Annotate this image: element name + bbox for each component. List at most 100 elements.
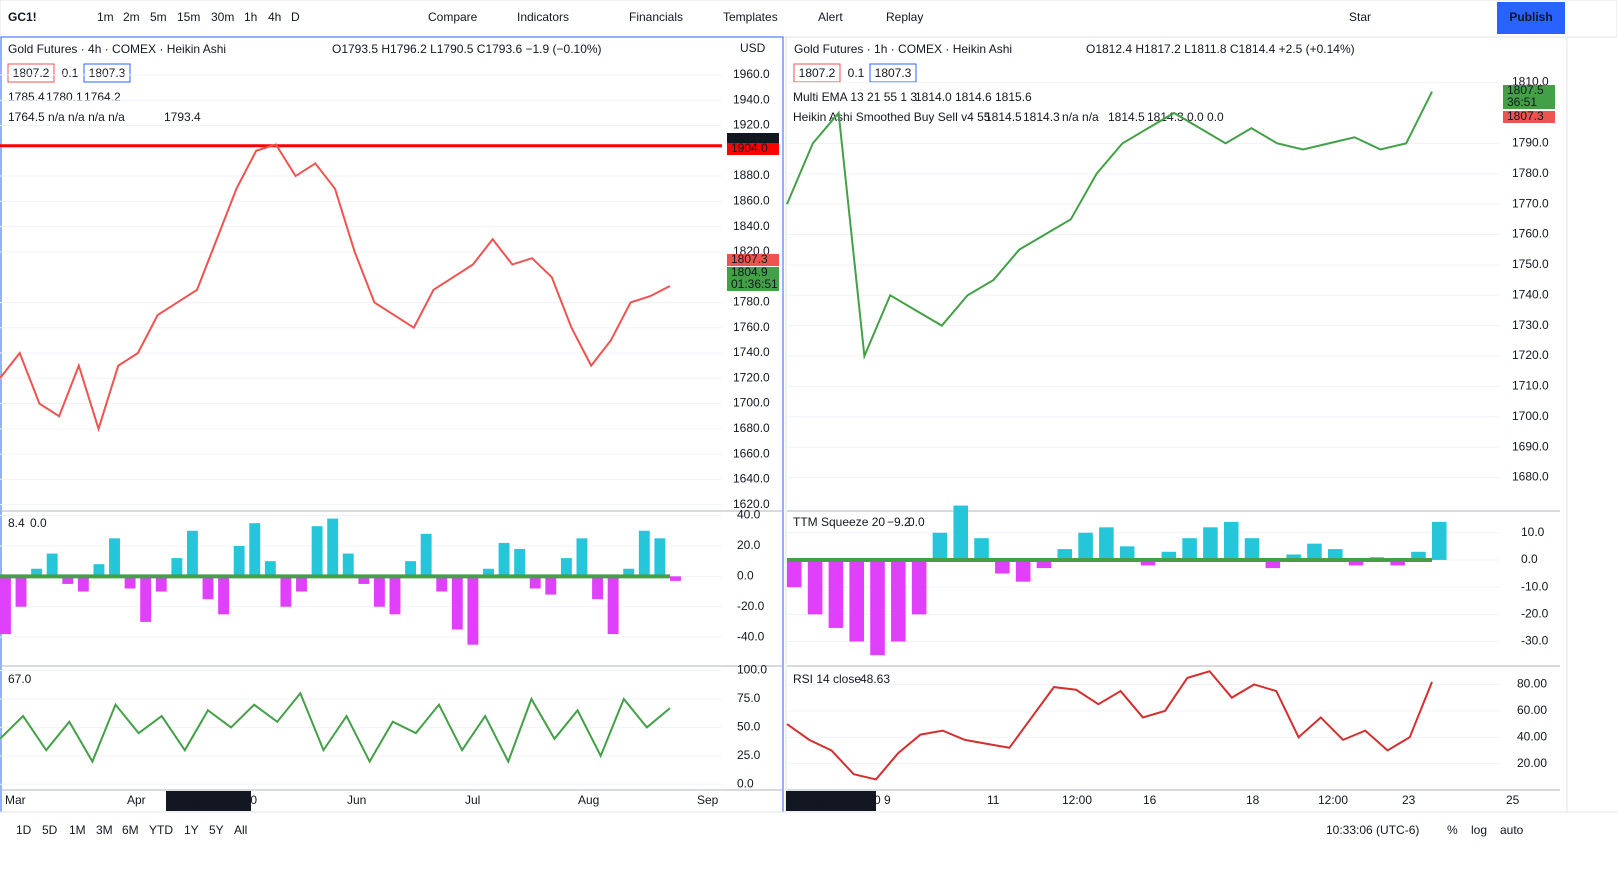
publish-label[interactable]: Publish [1509, 10, 1552, 24]
range-button[interactable]: 1D [16, 823, 32, 837]
range-button[interactable]: 1M [69, 823, 86, 837]
y-tick-label: 40.0 [737, 508, 761, 522]
toolbar-button[interactable]: Indicators [517, 10, 569, 24]
toolbar-button[interactable]: Compare [428, 10, 478, 24]
y-tick-label: 80.00 [1517, 677, 1547, 691]
toolbar-button[interactable]: Alert [818, 10, 843, 24]
price-label-bg [727, 143, 779, 155]
interval-button[interactable]: 15m [177, 10, 200, 24]
histogram-bar [358, 576, 370, 584]
range-button[interactable]: YTD [149, 823, 173, 837]
interval-button[interactable]: D [291, 10, 300, 24]
price-line [786, 91, 1433, 360]
range-button[interactable]: 5Y [209, 823, 224, 837]
ohlc: O1793.5 H1796.2 L1790.5 C1793.6 −1.9 (−0… [332, 42, 602, 56]
histogram-bar [932, 532, 948, 560]
indicator-name: Multi EMA 13 21 55 1 3 [793, 90, 917, 104]
histogram-bar [155, 576, 167, 592]
histogram-bar [1015, 559, 1031, 582]
star-button[interactable]: Star [1349, 10, 1371, 24]
y-tick-label: -10.0 [1521, 579, 1549, 593]
histogram-bar [296, 576, 307, 592]
y-tick-label: 100.0 [737, 663, 767, 677]
y-tick-label: 1860.0 [733, 193, 770, 207]
x-tick-label: 12:00 [1318, 793, 1348, 807]
y-tick-label: -20.0 [737, 599, 765, 613]
interval-button[interactable]: 4h [268, 10, 281, 24]
histogram-bar [451, 576, 463, 630]
squeeze-value: 0.0 [908, 515, 925, 529]
bid: 1807.2 [799, 66, 836, 80]
price-label-bg [727, 133, 779, 145]
indicator-value: 1780.1 [46, 90, 83, 104]
histogram-bar [974, 538, 989, 560]
x-tick-label: 23 [1402, 793, 1416, 807]
interval-button[interactable]: 1m [97, 10, 114, 24]
y-tick-label: 1720.0 [733, 370, 770, 384]
histogram-bar [420, 533, 432, 577]
y-tick-label: 1790.0 [1512, 136, 1549, 150]
symbol[interactable]: GC1! [8, 10, 37, 24]
y-tick-label: 1840.0 [733, 219, 770, 233]
histogram-bar [389, 576, 401, 615]
histogram-bar [870, 559, 885, 656]
histogram-bar [623, 568, 635, 577]
y-tick-label: 1740.0 [1512, 287, 1549, 301]
y-tick-label: 0.0 [737, 776, 754, 790]
auto-toggle[interactable]: auto [1500, 823, 1524, 837]
toolbar-button[interactable]: Templates [723, 10, 778, 24]
x-tick-label: Jul [465, 793, 480, 807]
y-tick-label: 1730.0 [1512, 318, 1549, 332]
log-toggle[interactable]: log [1471, 823, 1487, 837]
interval-button[interactable]: 1h [244, 10, 257, 24]
y-tick-label: 75.0 [737, 691, 761, 705]
range-button[interactable]: All [234, 823, 247, 837]
price-label-bg [1503, 111, 1555, 123]
histogram-bar [1348, 559, 1364, 566]
indicator-value: 1814.5 [985, 110, 1022, 124]
bid-box [7, 63, 55, 83]
interval-button[interactable]: 2m [123, 10, 140, 24]
rsi-value: 48.63 [860, 672, 890, 686]
range-button[interactable]: 3M [96, 823, 113, 837]
price-label-bg [1503, 97, 1555, 109]
indicator-value: 1793.4 [164, 110, 201, 124]
toolbar-button[interactable]: Financials [629, 10, 683, 24]
histogram-bar [311, 526, 323, 577]
y-tick-label: 25.0 [737, 748, 761, 762]
squeeze-value: 0.0 [30, 516, 47, 530]
histogram-bar [140, 576, 152, 622]
price-line [0, 691, 671, 765]
range-button[interactable]: 5D [42, 823, 58, 837]
toolbar-button[interactable]: Replay [886, 10, 923, 24]
interval-button[interactable]: 5m [150, 10, 167, 24]
histogram-bar [1432, 521, 1447, 560]
y-tick-label: 1920.0 [733, 118, 770, 132]
histogram-bar [592, 576, 603, 600]
y-tick-label: 1710.0 [1512, 379, 1549, 393]
ohlc: O1812.4 H1817.2 L1811.8 C1814.4 +2.5 (+0… [1086, 42, 1355, 56]
histogram-bar [467, 576, 479, 645]
x-tick-label: Mar [5, 793, 26, 807]
histogram-bar [807, 559, 823, 615]
range-button[interactable]: 6M [122, 823, 139, 837]
y-tick-label: 1940.0 [733, 92, 770, 106]
clock: 10:33:06 (UTC-6) [1326, 823, 1419, 837]
y-tick-label: 40.00 [1517, 729, 1547, 743]
indicator-value: 0.0 0.0 [1187, 110, 1224, 124]
histogram-bar [1390, 559, 1405, 566]
percent-toggle[interactable]: % [1447, 823, 1458, 837]
publish-button[interactable] [1497, 2, 1565, 34]
price-label: 01:36:51 [731, 277, 778, 291]
histogram-bar [498, 542, 510, 577]
interval-button[interactable]: 30m [211, 10, 234, 24]
y-tick-label: 1680.0 [1512, 470, 1549, 484]
histogram-bar [1119, 546, 1135, 560]
y-tick-label: 1660.0 [733, 446, 770, 460]
spread: 0.1 [62, 66, 79, 80]
histogram-bar [186, 530, 198, 577]
y-tick-label: 1720.0 [1512, 348, 1549, 362]
y-tick-label: 1880.0 [733, 168, 770, 182]
range-button[interactable]: 1Y [184, 823, 199, 837]
x-tick-label: 9 [884, 793, 891, 807]
